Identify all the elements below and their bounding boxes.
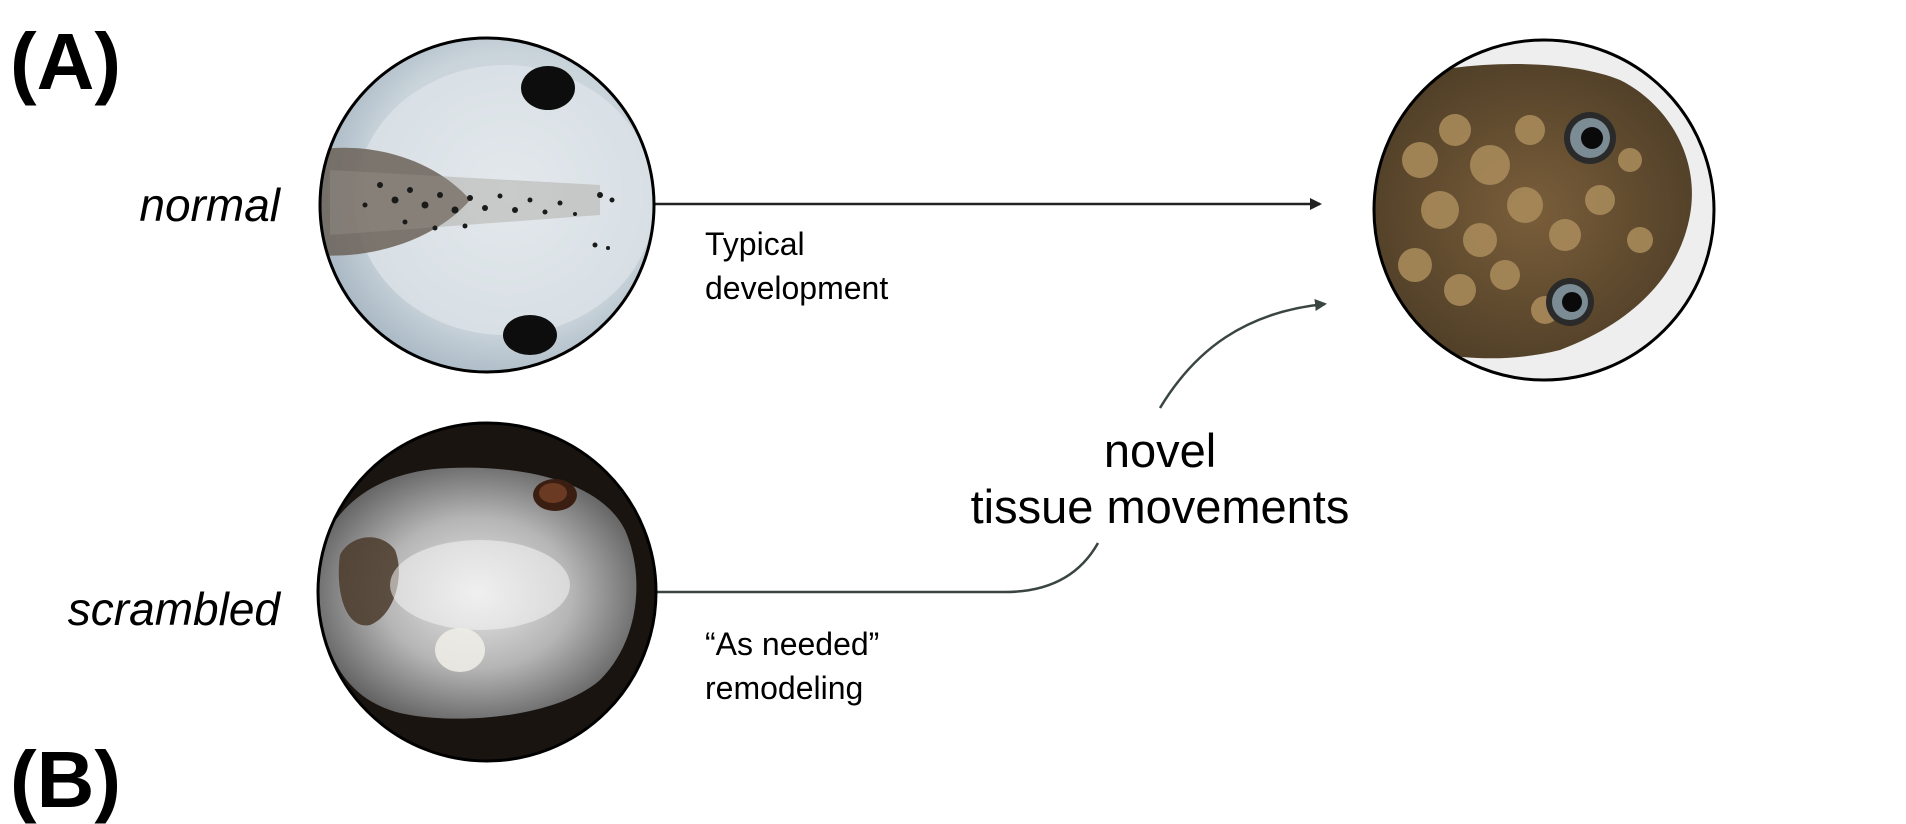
scrambled-row-label: scrambled <box>67 583 280 635</box>
novel-tissue-movements-label: novel tissue movements <box>970 424 1350 533</box>
scrambled-tadpole-head-photo <box>318 423 656 761</box>
typical-development-label: Typical development <box>705 226 889 306</box>
diagram-canvas <box>316 36 1716 763</box>
normal-tadpole-head-photo <box>320 38 654 372</box>
normal-image-border <box>318 36 656 374</box>
normal-frog-head-photo <box>1374 40 1714 380</box>
remodeling-arrow-line <box>655 542 1100 594</box>
novel-movements-arrow-curve <box>1158 299 1327 409</box>
result-image-border <box>1372 38 1716 382</box>
as-needed-remodeling-label: “As needed” remodeling <box>705 626 880 706</box>
normal-row-label: normal <box>139 179 280 231</box>
scrambled-image-border <box>316 421 658 763</box>
panel-a-label: (A) <box>10 17 122 106</box>
